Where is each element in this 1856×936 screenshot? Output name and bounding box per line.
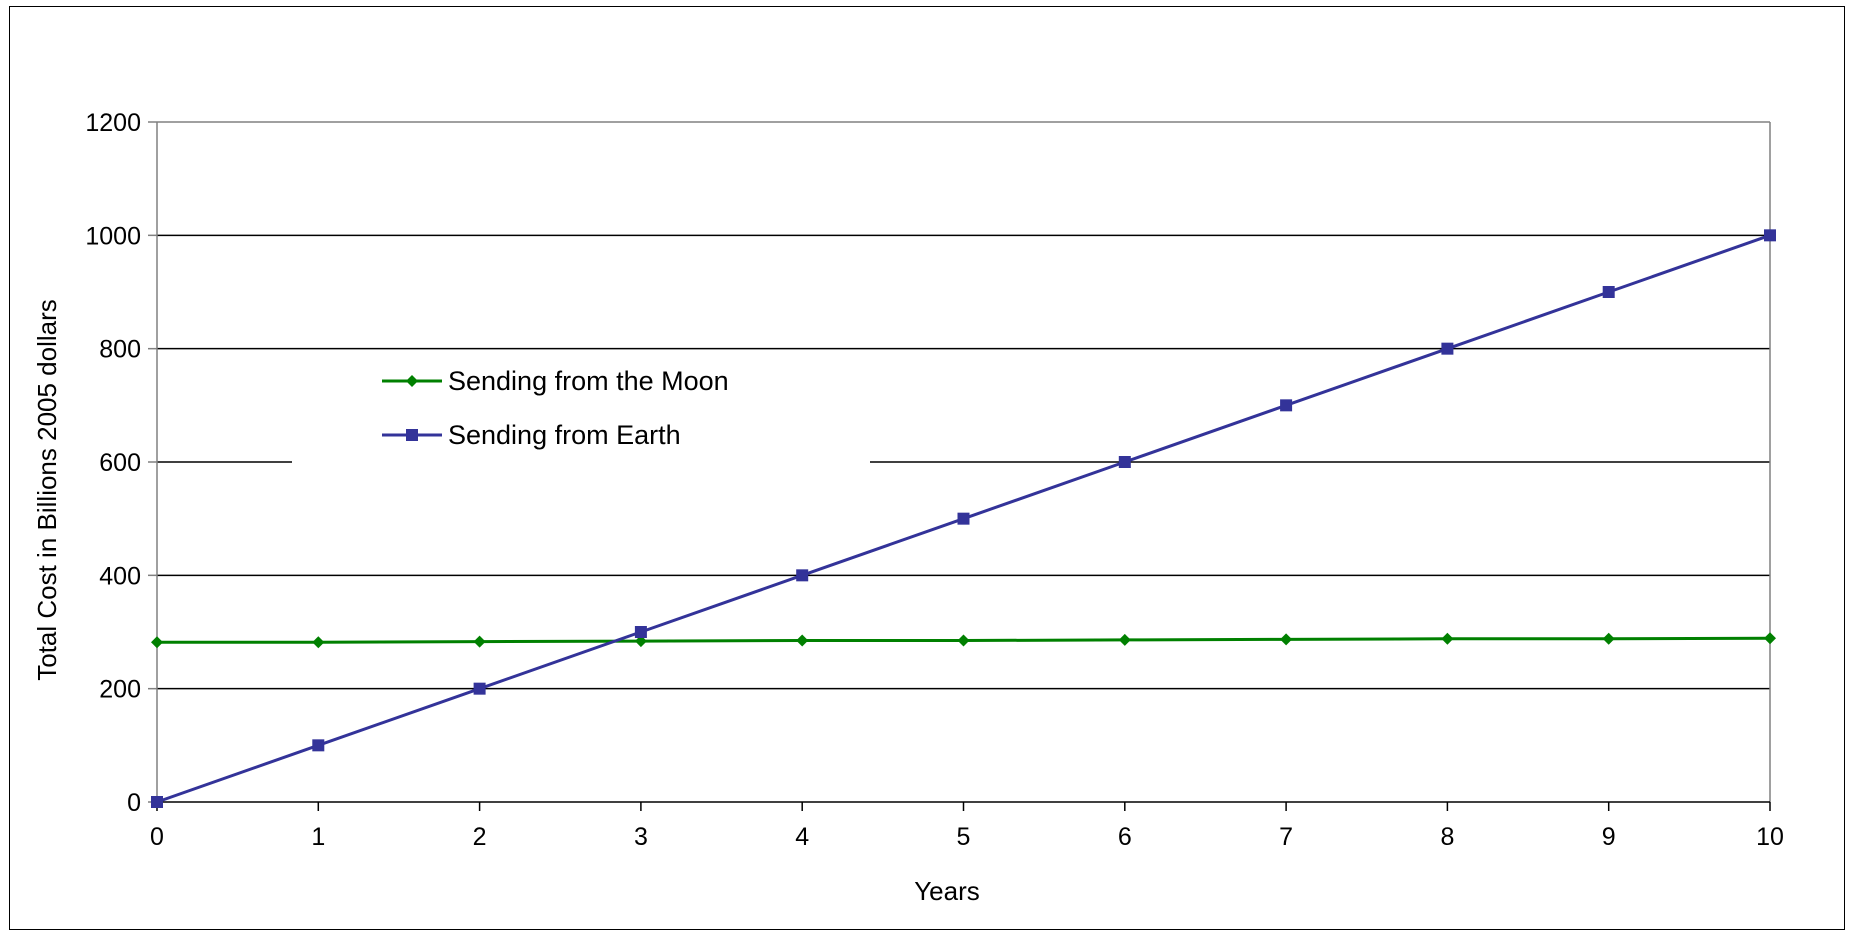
y-tick-label-1000: 1000 (85, 222, 141, 250)
point-moon-4 (796, 634, 809, 647)
x-tick-label-1: 1 (311, 823, 325, 851)
point-earth-9 (1602, 286, 1615, 298)
point-earth-1 (312, 739, 325, 752)
legend-label-earth: Sending from Earth (448, 420, 681, 450)
legend-background (292, 356, 870, 468)
x-tick-label-0: 0 (150, 823, 164, 851)
point-moon-2 (473, 635, 486, 648)
point-earth-7 (1280, 399, 1293, 412)
point-earth-3 (634, 626, 647, 638)
point-moon-8 (1441, 632, 1454, 645)
x-axis-title: Years (914, 876, 980, 906)
x-tick-label-9: 9 (1602, 823, 1616, 851)
tick-labels: 0 200 400 600 800 1000 1200 0 1 2 3 4 5 6 7 8 9 10 (85, 109, 1784, 851)
point-earth-10 (1764, 229, 1776, 242)
x-tick-label-3: 3 (634, 823, 648, 851)
y-tick-label-800: 800 (99, 336, 141, 364)
y-tick-label-600: 600 (99, 449, 141, 477)
y-tick-label-200: 200 (99, 676, 141, 704)
legend-entry-moon: Sending from the Moon (382, 366, 729, 396)
point-earth-6 (1118, 456, 1131, 468)
point-moon-5 (957, 634, 970, 647)
point-moon-9 (1602, 632, 1615, 645)
x-tick-label-10: 10 (1756, 823, 1784, 851)
x-tick-label-7: 7 (1279, 823, 1293, 851)
y-tick-label-400: 400 (99, 562, 141, 590)
x-tick-label-8: 8 (1440, 823, 1454, 851)
x-tick-label-4: 4 (795, 823, 809, 851)
legend-marker-earth (406, 429, 418, 441)
series-layer (151, 229, 1776, 808)
x-tick-label-5: 5 (957, 823, 971, 851)
x-tick-label-2: 2 (473, 823, 487, 851)
point-earth-8 (1441, 342, 1454, 355)
point-earth-0 (151, 796, 163, 808)
point-moon-6 (1118, 633, 1131, 646)
axes (148, 121, 1771, 811)
point-moon-0 (151, 636, 163, 649)
y-tick-label-1200: 1200 (85, 109, 141, 137)
point-earth-2 (473, 682, 486, 695)
point-earth-4 (796, 569, 809, 582)
y-axis-title: Total Cost in Billions 2005 dollars (32, 299, 62, 681)
legend-entry-earth: Sending from Earth (382, 420, 681, 450)
x-tick-label-6: 6 (1118, 823, 1132, 851)
y-tick-label-0: 0 (127, 789, 141, 817)
point-earth-5 (957, 512, 970, 525)
legend: Sending from the Moon Sending from Earth (292, 356, 870, 468)
point-moon-3 (634, 635, 647, 648)
point-moon-7 (1280, 633, 1293, 646)
point-moon-1 (312, 636, 325, 649)
legend-label-moon: Sending from the Moon (448, 366, 729, 396)
legend-marker-moon (406, 375, 418, 387)
point-moon-10 (1764, 632, 1776, 645)
